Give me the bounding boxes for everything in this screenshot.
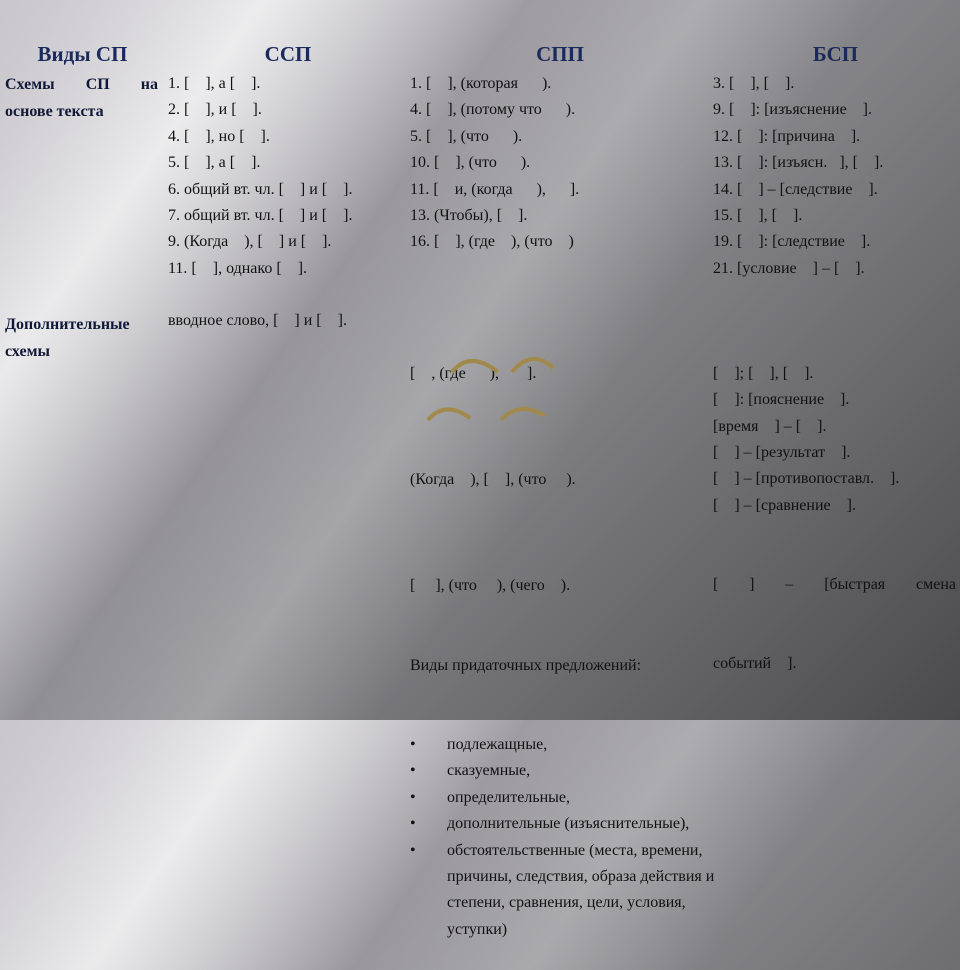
label-line: Дополнительные — [5, 316, 130, 333]
spp-scheme: 11. [ и, (когда ), ]. — [410, 180, 580, 198]
label-line: схемы — [5, 343, 50, 360]
text: ] — [749, 576, 755, 594]
text: смена — [916, 576, 956, 594]
bsp-extra-line: [ ] – [сравнение ]. — [713, 496, 856, 514]
label-line: основе текста — [5, 103, 104, 120]
bullet-item: дополнительные (изъяснительные), — [410, 811, 717, 838]
spp-extra: [ , (где ), ]. (Когда ), [ ], (что ). [ … — [410, 308, 717, 970]
bsp-schemes: 3. [ ], [ ]. 9. [ ]: [изъяснение ]. 12. [ … — [713, 71, 883, 282]
bsp-scheme: 21. [условие ] – [ ]. — [713, 259, 865, 277]
bullet-item: обстоятельственные (места, времени, прич… — [410, 838, 717, 944]
bsp-extra-line: [ ]; [ ], [ ]. — [713, 364, 814, 382]
spp-scheme: 4. [ ], (потому что ). — [410, 101, 576, 119]
bsp-extra: [ ]; [ ], [ ]. [ ]: [пояснение ]. [время ]… — [713, 308, 956, 704]
bsp-extra-line: [время ] – [ ]. — [713, 417, 827, 435]
header-kinds: Виды СП — [37, 42, 128, 66]
bsp-extra-line: [ ] – [противопоставл. ]. — [713, 470, 900, 488]
ssp-scheme: 4. [ ], но [ ]. — [168, 127, 270, 145]
ssp-schemes: 1. [ ], а [ ]. 2. [ ], и [ ]. 4. [ ], но [… — [168, 71, 352, 282]
text: [ — [713, 576, 719, 594]
bsp-scheme: 9. [ ]: [изъяснение ]. — [713, 101, 872, 119]
bsp-scheme: 3. [ ], [ ]. — [713, 75, 795, 92]
ssp-scheme: 1. [ ], а [ ]. — [168, 75, 261, 92]
row-label-schemes: Схемы СП на основе текста — [5, 71, 158, 125]
spp-schemes: 1. [ ], (которая ). 4. [ ], (потому что )… — [410, 71, 579, 256]
ssp-scheme: 2. [ ], и [ ]. — [168, 101, 262, 119]
text: [быстрая — [824, 576, 886, 594]
spp-scheme: 5. [ ], (что ). — [410, 127, 523, 145]
spp-scheme: 1. [ ], (которая ). — [410, 75, 552, 92]
row-label-extra: Дополнительные схемы — [5, 311, 165, 365]
header-ssp: ССП — [264, 42, 312, 66]
bsp-extra-line: [ ]: [пояснение ]. — [713, 391, 850, 409]
header-bsp: БСП — [812, 42, 859, 66]
bsp-scheme: 19. [ ]: [следствие ]. — [713, 233, 871, 251]
bullet-item: определительные, — [410, 785, 717, 812]
spp-extra-scheme: (Когда ), [ ], (что ). — [410, 470, 576, 488]
spp-extra-scheme: [ , (где ), ]. — [410, 364, 537, 382]
spp-scheme: 10. [ ], (что ). — [410, 154, 531, 172]
spp-extra-scheme: [ ], (что ), (чего ). — [410, 577, 571, 595]
bsp-scheme: 14. [ ] – [следствие ]. — [713, 180, 878, 198]
label-word: Схемы — [5, 76, 55, 93]
text: – — [785, 576, 794, 594]
label-word: на — [140, 76, 158, 93]
bsp-scheme: 15. [ ], [ ]. — [713, 207, 803, 225]
bsp-extra-line: событий ]. — [713, 655, 797, 673]
bullet-item: сказуемные, — [410, 758, 717, 785]
ssp-scheme: 9. (Когда ), [ ] и [ ]. — [168, 233, 332, 251]
ssp-extra: вводное слово, [ ] и [ ]. — [168, 312, 347, 329]
spp-scheme: 16. [ ], (где ), (что ) — [410, 233, 574, 251]
spp-scheme: 13. (Чтобы), [ ]. — [410, 207, 528, 225]
ssp-scheme: 6. общий вт. чл. [ ] и [ ]. — [168, 180, 353, 198]
header-spp: СПП — [536, 42, 584, 66]
label-word: СП — [85, 76, 110, 93]
subordinate-kinds-title: Виды придаточных предложений: — [410, 656, 642, 674]
ssp-scheme: 7. общий вт. чл. [ ] и [ ]. — [168, 207, 353, 225]
ssp-scheme: 11. [ ], однако [ ]. — [168, 259, 308, 277]
bsp-scheme: 13. [ ]: [изъясн. ], [ ]. — [713, 154, 884, 172]
bsp-scheme: 12. [ ]: [причина ]. — [713, 127, 861, 145]
ssp-scheme: 5. [ ], а [ ]. — [168, 154, 261, 172]
bsp-extra-line: [ ] – [быстрая смена — [713, 572, 956, 598]
bsp-extra-line: [ ] – [результат ]. — [713, 444, 851, 462]
bullet-item: подлежащные, — [410, 732, 717, 759]
